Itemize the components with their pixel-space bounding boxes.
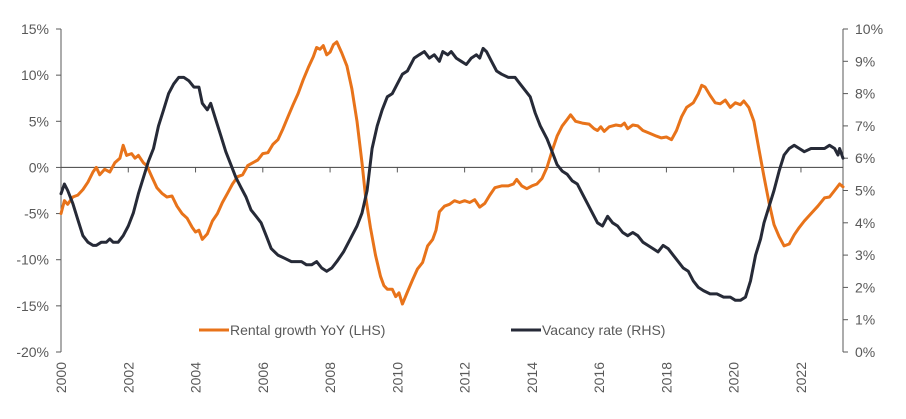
rental-growth-line [59, 40, 845, 306]
right-tick-label: 2% [855, 279, 875, 295]
left-tick-label: -5% [24, 206, 49, 222]
left-y-axis: 15% 10% 5% 0% -5% -10% -15% -20% [16, 21, 62, 360]
right-tick-label: 9% [855, 53, 875, 69]
right-tick-label: 7% [855, 118, 875, 134]
series-layer [59, 40, 845, 306]
x-tick-label: 2014 [524, 362, 540, 393]
left-tick-label: 10% [21, 67, 49, 83]
right-tick-label: 10% [855, 21, 883, 37]
x-tick-label: 2018 [658, 362, 674, 393]
x-tick-label: 2020 [726, 362, 742, 393]
right-tick-label: 6% [855, 150, 875, 166]
vacancy-rate-line [59, 46, 845, 302]
x-tick-label: 2008 [322, 362, 338, 393]
right-y-axis: 10% 9% 8% 7% 6% 5% 4% 3% 2% 1% 0% [842, 21, 883, 360]
x-tick-label: 2022 [793, 362, 809, 393]
right-tick-label: 4% [855, 215, 875, 231]
legend: Rental growth YoY (LHS) Vacancy rate (RH… [199, 322, 665, 338]
right-tick-label: 5% [855, 183, 875, 199]
left-tick-label: 15% [21, 21, 49, 37]
left-tick-label: -10% [16, 252, 49, 268]
x-tick-label: 2016 [591, 362, 607, 393]
left-tick-label: -20% [16, 344, 49, 360]
x-axis: 2000 2002 2004 2006 2008 2010 2012 2014 2016 2018… [53, 166, 843, 393]
left-tick-label: 5% [29, 113, 49, 129]
left-tick-label: 0% [29, 159, 49, 175]
x-tick-label: 2006 [255, 362, 271, 393]
x-tick-label: 2010 [389, 362, 405, 393]
right-tick-label: 8% [855, 86, 875, 102]
x-tick-label: 2000 [53, 362, 69, 393]
x-tick-label: 2004 [188, 362, 204, 393]
legend-label-rental-growth: Rental growth YoY (LHS) [230, 322, 385, 338]
right-tick-label: 1% [855, 312, 875, 328]
x-tick-label: 2002 [120, 362, 136, 393]
right-tick-label: 3% [855, 247, 875, 263]
x-tick-label: 2012 [457, 362, 473, 393]
right-tick-label: 0% [855, 344, 875, 360]
legend-label-vacancy-rate: Vacancy rate (RHS) [542, 322, 665, 338]
left-tick-label: -15% [16, 298, 49, 314]
